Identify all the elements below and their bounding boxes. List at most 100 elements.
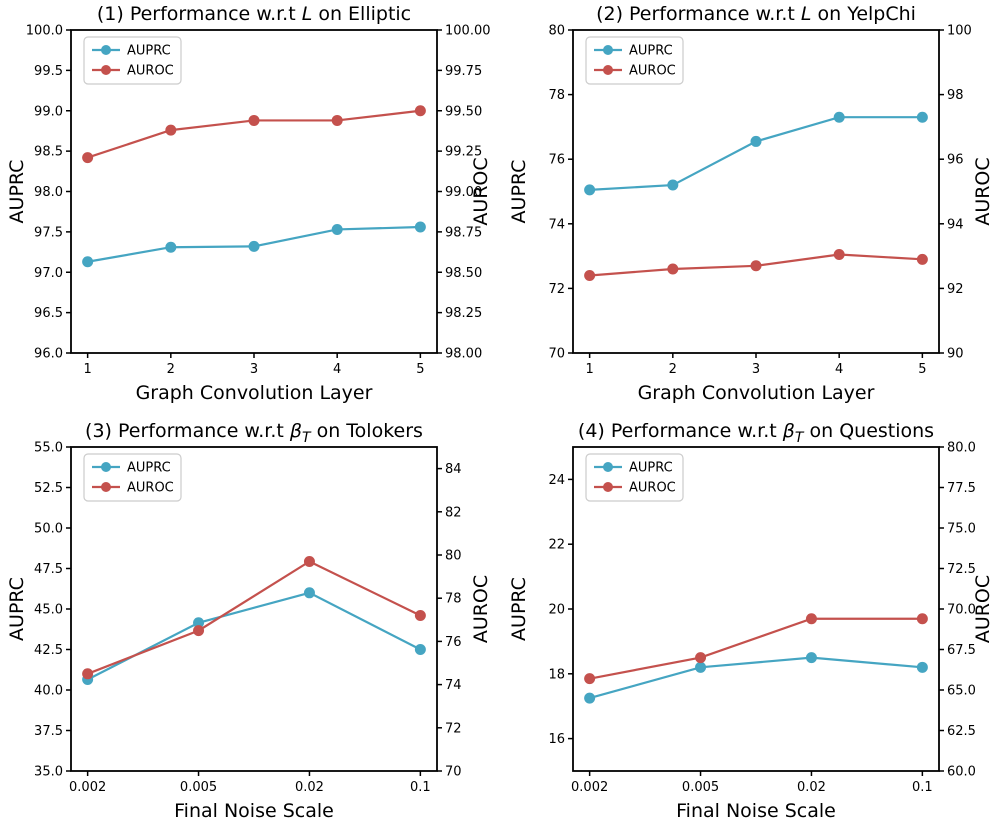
y-left-tick-label: 99.0	[34, 104, 63, 119]
data-point-auprc	[584, 692, 596, 704]
y-right-axis-label: AUROC	[972, 157, 994, 225]
y-right-tick-label: 98.25	[445, 306, 482, 321]
chart-title: (4) Performance w.r.t βT on Questions	[578, 420, 934, 446]
x-tick-label: 4	[333, 362, 341, 377]
y-left-tick-label: 96.0	[34, 347, 63, 362]
y-right-tick-label: 72.5	[947, 562, 976, 577]
y-left-tick-label: 70	[548, 347, 565, 362]
y-right-tick-label: 72	[445, 721, 462, 736]
y-left-tick-label: 98.0	[34, 185, 63, 200]
y-right-tick-label: 94	[947, 217, 964, 232]
y-right-tick-label: 100.00	[445, 24, 491, 39]
legend-marker-auprc	[101, 45, 111, 55]
x-tick-label: 3	[752, 362, 760, 377]
y-right-tick-label: 70.0	[947, 603, 976, 618]
series-line-auprc	[589, 116, 923, 191]
data-point-auprc	[165, 241, 177, 253]
legend-marker-auprc	[101, 462, 111, 472]
y-left-tick-label: 45.0	[34, 603, 63, 618]
y-right-tick-label: 80.0	[947, 441, 976, 456]
y-right-tick-label: 70	[445, 765, 462, 780]
y-left-tick-label: 78	[548, 88, 565, 103]
y-left-tick-label: 16	[548, 732, 565, 747]
x-tick-label: 1	[585, 362, 593, 377]
data-point-auprc	[584, 184, 596, 196]
y-right-tick-label: 98.00	[445, 347, 482, 362]
legend-label-auroc: AUROC	[629, 64, 676, 79]
legend-label-auprc: AUPRC	[629, 461, 673, 476]
data-point-auroc	[331, 114, 343, 126]
x-tick-label: 0.1	[410, 780, 431, 795]
legend-label-auroc: AUROC	[127, 481, 174, 496]
y-right-axis-label: AUROC	[470, 575, 492, 643]
y-left-tick-label: 97.0	[34, 266, 63, 281]
y-right-tick-label: 78	[445, 592, 462, 607]
y-right-axis-label: AUROC	[470, 157, 492, 225]
y-right-tick-label: 60.0	[947, 765, 976, 780]
y-left-tick-label: 20	[548, 603, 565, 618]
y-left-tick-label: 42.5	[34, 643, 63, 658]
x-tick-label: 0.02	[797, 780, 826, 795]
subplot-3-chart: 35.0 37.5 40.0 42.5 45.0 47.5 50.0 52.5 55.0 70 72…	[6, 420, 492, 822]
y-right-tick-label: 99.00	[445, 185, 482, 200]
y-right-tick-label: 67.5	[947, 643, 976, 658]
y-left-tick-label: 97.5	[34, 225, 63, 240]
x-tick-label: 0.02	[295, 780, 324, 795]
y-left-tick-label: 99.5	[34, 64, 63, 79]
x-tick-label: 4	[835, 362, 843, 377]
data-point-auroc	[916, 253, 928, 265]
series-line-auroc	[87, 560, 421, 675]
y-right-tick-label: 75.0	[947, 522, 976, 537]
legend-marker-auroc	[603, 65, 613, 75]
x-tick-label: 5	[416, 362, 424, 377]
y-left-tick-label: 18	[548, 667, 565, 682]
y-right-tick-label: 98.75	[445, 225, 482, 240]
y-left-tick-label: 35.0	[34, 765, 63, 780]
y-left-tick-label: 96.5	[34, 306, 63, 321]
y-right-tick-label: 99.50	[445, 104, 482, 119]
y-left-tick-label: 40.0	[34, 684, 63, 699]
legend-label-auprc: AUPRC	[629, 44, 673, 59]
data-point-auprc	[82, 256, 94, 268]
data-point-auroc	[916, 613, 928, 625]
y-right-tick-label: 92	[947, 282, 964, 297]
data-point-auroc	[667, 263, 679, 275]
y-left-tick-label: 76	[548, 153, 565, 168]
y-left-axis-label: AUPRC	[6, 577, 28, 641]
data-point-auprc	[805, 652, 817, 664]
data-point-auroc	[414, 105, 426, 117]
data-point-auroc	[248, 114, 260, 126]
chart-title: (3) Performance w.r.t βT on Tolokers	[85, 420, 423, 446]
data-point-auroc	[193, 625, 205, 637]
data-point-auroc	[584, 673, 596, 685]
series-line-auprc	[87, 591, 421, 681]
y-left-tick-label: 80	[548, 24, 565, 39]
legend-label-auprc: AUPRC	[127, 44, 171, 59]
y-right-tick-label: 84	[445, 462, 462, 477]
x-tick-label: 0.002	[571, 780, 608, 795]
y-left-tick-label: 72	[548, 282, 565, 297]
chart-title: (1) Performance w.r.t L on Elliptic	[97, 3, 411, 25]
x-axis-label: Graph Convolution Layer	[136, 382, 373, 404]
data-point-auroc	[165, 124, 177, 136]
y-left-tick-label: 47.5	[34, 562, 63, 577]
subplot-4-chart: 16 18 20 22 24 60.0 62.5 65.0 67.5 70.0 72.5 75.0 77…	[508, 420, 994, 822]
y-right-tick-label: 74	[445, 678, 462, 693]
x-tick-label: 5	[918, 362, 926, 377]
data-point-auprc	[667, 179, 679, 191]
subplot-1: 96.0 96.5 97.0 97.5 98.0 98.5 99.0 99.5 100.0 98.…	[0, 0, 502, 414]
y-right-tick-label: 77.5	[947, 481, 976, 496]
y-left-tick-label: 37.5	[34, 724, 63, 739]
data-point-auroc	[833, 248, 845, 260]
legend-label-auroc: AUROC	[127, 64, 174, 79]
legend-marker-auroc	[101, 482, 111, 492]
data-point-auprc	[833, 111, 845, 123]
x-tick-label: 0.002	[69, 780, 106, 795]
y-left-tick-label: 50.0	[34, 522, 63, 537]
y-left-tick-label: 55.0	[34, 441, 63, 456]
subplot-2-chart: 70 72 74 76 78 80 90 92 94 96 98 100 1 2 3 4 5 AUPRC AUROC…	[508, 3, 994, 404]
y-right-tick-label: 99.75	[445, 64, 482, 79]
x-tick-label: 3	[250, 362, 258, 377]
legend-marker-auroc	[101, 65, 111, 75]
x-axis-label: Graph Convolution Layer	[638, 382, 875, 404]
